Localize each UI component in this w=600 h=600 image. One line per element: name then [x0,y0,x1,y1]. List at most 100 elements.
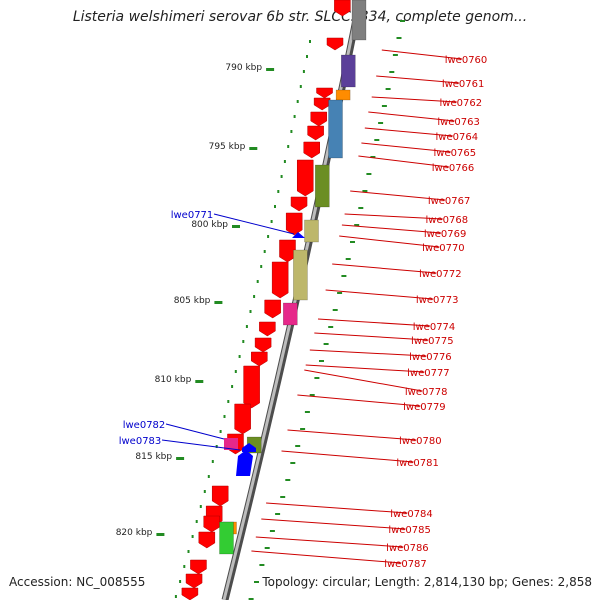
gene-label: lwe0785 [388,525,431,536]
gene-label: lwe0787 [384,559,427,570]
scale-ticks: 790 kbp 795 kbp 800 kbp 805 kbp 810 kbp 815 k… [116,63,275,538]
skew-dot [248,598,254,600]
skew-dot [314,377,320,379]
gene-label: lwe0778 [405,387,448,398]
label-leader-line [381,49,463,60]
gene-label: lwe0776 [409,352,452,363]
label-leader-line [317,318,431,327]
gene-arrow-forward [334,0,351,17]
tick-mark [156,533,165,536]
gene-arrow-forward [326,37,344,51]
skew-dot [306,55,308,58]
skew-dot [215,445,218,448]
accession-text: Accession: NC_008555 [9,575,146,589]
label-leader-line [371,96,457,103]
label-leader-line [364,127,453,137]
skew-dot [285,479,291,481]
feature-block [293,249,308,301]
skew-dot [309,394,315,396]
skew-dot [302,70,305,73]
label-leader-line [161,439,241,451]
gene-label: lwe0764 [436,132,479,143]
label-leader-line [344,213,443,220]
skew-dot [277,190,280,193]
skew-dot [396,37,402,39]
gene-label: lwe0771 [171,210,214,221]
gene-arrow-forward [259,321,276,337]
gene-arrow-forward [290,196,308,212]
skew-dot [203,490,206,493]
skew-dot [323,343,329,345]
skew-dot [296,100,299,103]
gene-arrow-forward [251,351,268,367]
label-leader-line [332,263,437,274]
label-leader-line [368,111,455,122]
gene-arrow-forward [313,97,331,111]
gene-arrow-forward [243,365,260,409]
feature-block [283,302,298,326]
skew-dot [267,235,270,238]
skew-dot [256,280,259,283]
gene-arrow-forward [271,261,289,299]
skew-dot [183,565,186,568]
skew-dot [295,445,301,447]
gene-arrow-forward [234,403,251,435]
label-leader-line [281,450,414,463]
genome-summary: Topology: circular; Length: 2,814,130 bp… [262,575,592,589]
gene-arrow-forward [307,125,324,141]
label-leader-line [251,550,402,564]
skew-dot [264,547,270,549]
skew-dot [350,241,355,243]
tick-label: 810 kbp [155,375,192,385]
tick-label: 805 kbp [174,296,211,306]
gene-arrow-forward [316,87,333,99]
skew-dot [280,496,286,498]
gene-label: lwe0769 [424,229,467,240]
skew-dot [290,130,293,133]
skew-dot [309,40,311,43]
inner-gene-labels: lwe0771 lwe0782 lwe0783 [119,210,295,451]
label-leader-line [325,289,434,300]
skew-dot [345,258,351,260]
gene-arrow-forward [296,159,314,197]
gene-label: lwe0784 [390,509,433,520]
label-leader-line [358,155,450,168]
tick-mark [214,301,223,304]
gene-label: lwe0762 [440,98,483,109]
skew-dot [290,462,296,464]
skew-dot [195,520,198,523]
gene-label: lwe0779 [403,402,446,413]
gene-label: lwe0761 [442,79,485,90]
skew-dot [259,564,265,566]
feature-block [328,99,343,159]
label-leader-line [314,332,429,341]
skew-dot [187,550,190,553]
skew-dot [269,530,275,532]
map-title: Listeria welshimeri serovar 6b str. SLCC… [72,9,528,25]
gene-label: lwe0768 [426,215,469,226]
skew-dot [280,175,283,178]
gene-arrow-forward [203,515,220,533]
label-leader-line [339,235,440,248]
tick-mark [249,147,258,150]
gene-label: lwe0772 [419,269,462,280]
skew-dot [385,88,391,90]
skew-dot [366,173,372,175]
skew-dot [400,20,405,22]
gene-arrow-reverse [292,232,305,238]
skew-dot [354,224,360,226]
tick-mark [232,225,240,228]
label-leader-line [261,518,406,530]
skew-dot [374,139,380,141]
tick-label: 795 kbp [209,142,246,152]
skew-dot [263,250,266,253]
skew-dot [260,265,263,268]
skew-dot [253,295,256,298]
skew-dot [270,220,273,223]
label-leader-line [341,224,442,234]
gene-arrow-reverse [236,450,253,476]
skew-dot [300,428,306,430]
gene-arrow-forward [254,337,272,353]
skew-dot [392,54,398,56]
tick-label: 815 kbp [135,452,172,462]
